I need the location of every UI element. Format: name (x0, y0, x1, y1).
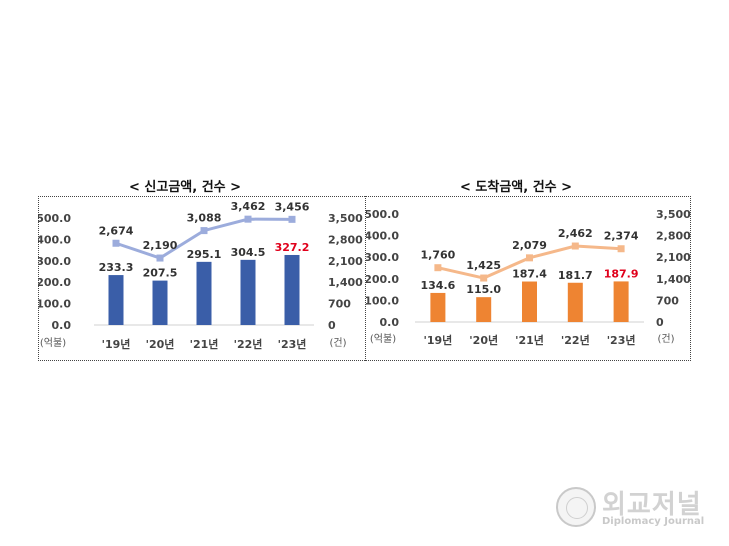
journal-seal-logo (556, 487, 596, 527)
bar (613, 281, 629, 322)
x-tick-label: '21년 (190, 337, 219, 351)
amount-data-label: 187.4 (512, 268, 547, 281)
y2-tick-label: 2,800 (656, 230, 691, 243)
count-data-label: 2,079 (512, 239, 547, 252)
count-data-label: 2,462 (558, 227, 593, 240)
bar (284, 254, 300, 325)
y2-axis-unit-label: (건) (329, 337, 346, 349)
bar (152, 280, 168, 325)
x-tick-label: '20년 (469, 333, 498, 347)
x-tick-label: '19년 (424, 333, 453, 347)
bar (567, 282, 583, 322)
amount-data-label: 233.3 (99, 261, 134, 274)
y-tick-label: 200.0 (366, 273, 399, 286)
watermark-subtitle: Diplomacy Journal (602, 516, 705, 527)
y-tick-label: 0.0 (380, 316, 400, 329)
count-data-label: 2,674 (99, 224, 134, 237)
amount-data-label: 327.2 (275, 241, 310, 254)
bar (430, 292, 446, 322)
y-tick-label: 300.0 (366, 251, 399, 264)
journal-watermark: 외교저널 Diplomacy Journal (556, 484, 716, 532)
y2-tick-label: 2,800 (328, 233, 363, 246)
amount-data-label: 181.7 (558, 269, 593, 282)
line-marker (156, 254, 164, 262)
bar (108, 275, 124, 325)
y2-tick-label: 0 (656, 316, 664, 329)
reported-amount-chart: 500.0 400.0 300.0 200.0 100.0 0.0 3,500 2,800 2,… (38, 200, 363, 351)
charts-divider (365, 196, 366, 361)
y-axis-unit-label: (억불) (370, 333, 396, 345)
y2-axis-unit-label: (건) (657, 333, 674, 345)
line-marker (571, 242, 579, 250)
bar (196, 261, 212, 325)
amount-data-label: 207.5 (143, 267, 178, 280)
amount-data-label: 187.9 (604, 267, 639, 280)
x-tick-label: '23년 (278, 337, 307, 351)
bar (476, 297, 492, 322)
y2-tick-label: 700 (656, 294, 679, 307)
line-marker (244, 215, 252, 223)
y-tick-label: 200.0 (38, 276, 71, 289)
line-marker (288, 215, 296, 223)
chart-title-arrived: < 도착금액, 건수 > (460, 180, 573, 195)
y2-tick-label: 2,100 (656, 251, 691, 264)
y2-tick-label: 1,400 (328, 276, 363, 289)
y-tick-label: 500.0 (38, 212, 71, 225)
count-data-label: 3,088 (187, 212, 222, 225)
y-tick-label: 300.0 (38, 255, 71, 268)
y-axis-unit-label: (억불) (40, 337, 66, 349)
amount-data-label: 134.6 (421, 279, 456, 292)
count-data-label: 2,190 (143, 239, 178, 252)
x-tick-label: '22년 (234, 337, 263, 351)
line-marker (526, 254, 533, 262)
chart-title-reported: < 신고금액, 건수 > (129, 180, 242, 195)
amount-data-label: 304.5 (231, 246, 266, 259)
amount-data-label: 115.0 (466, 283, 501, 296)
amount-data-label: 295.1 (187, 248, 222, 261)
count-data-label: 1,760 (421, 249, 456, 262)
line-marker (480, 274, 488, 282)
bar (240, 259, 256, 325)
count-data-label: 2,374 (604, 230, 639, 243)
y-tick-label: 100.0 (366, 294, 399, 307)
y2-tick-label: 0 (328, 319, 336, 332)
y-tick-label: 0.0 (52, 319, 72, 332)
count-data-label: 1,425 (466, 259, 501, 272)
arrived-amount-chart: 500.0 400.0 300.0 200.0 100.0 0.0 3,500 2,800 2,… (366, 208, 691, 347)
x-tick-label: '20년 (146, 337, 175, 351)
count-data-label: 3,456 (275, 200, 310, 213)
bar (522, 281, 537, 322)
line-marker (200, 227, 208, 235)
y-tick-label: 500.0 (366, 208, 399, 221)
y2-tick-label: 700 (328, 298, 351, 311)
charts-frame (38, 196, 691, 361)
x-tick-label: '19년 (102, 337, 131, 351)
line-marker (617, 245, 625, 253)
count-data-label: 3,462 (231, 200, 266, 213)
y2-tick-label: 2,100 (328, 255, 363, 268)
line-marker (112, 239, 120, 247)
x-tick-label: '23년 (607, 333, 636, 347)
line-marker (434, 264, 442, 272)
watermark-name: 외교저널 (602, 490, 702, 520)
y2-tick-label: 1,400 (656, 273, 691, 286)
x-tick-label: '21년 (515, 333, 544, 347)
y2-tick-label: 3,500 (656, 208, 691, 221)
y-tick-label: 100.0 (38, 298, 71, 311)
y-tick-label: 400.0 (38, 233, 71, 246)
y-tick-label: 400.0 (366, 230, 399, 243)
y2-tick-label: 3,500 (328, 212, 363, 225)
x-tick-label: '22년 (561, 333, 590, 347)
